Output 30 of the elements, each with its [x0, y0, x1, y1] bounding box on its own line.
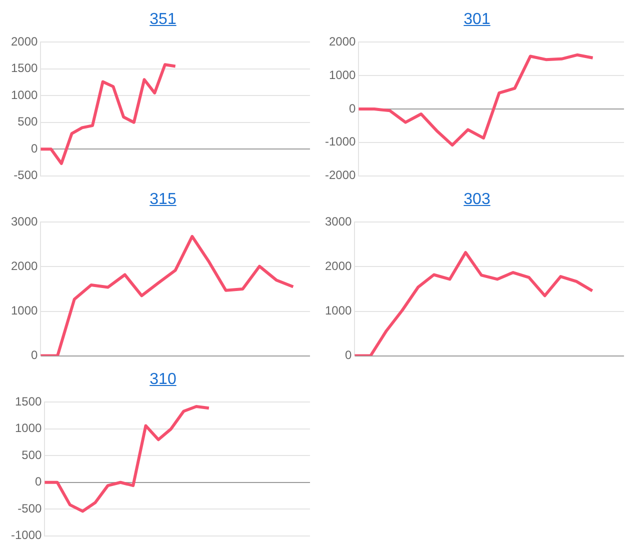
y-tick-label: 0	[31, 141, 38, 156]
chart-title: 310	[148, 370, 178, 390]
y-tick-label: 2000	[10, 259, 38, 274]
y-tick-label: 2000	[328, 34, 356, 49]
chart-title: 301	[462, 10, 492, 30]
chart-title: 303	[462, 190, 492, 210]
y-tick-label: 1000	[10, 88, 38, 102]
y-tick-label: 1500	[14, 394, 42, 409]
y-tick-label: 500	[22, 448, 42, 462]
y-tick-label: 1000	[14, 421, 42, 436]
y-tick-label: 500	[18, 114, 38, 129]
y-tick-label: 3000	[324, 214, 352, 229]
y-tick-label: 1500	[10, 61, 38, 76]
y-tick-label: 0	[35, 474, 42, 489]
y-tick-label: -1000	[10, 528, 42, 542]
y-tick-label: 1000	[328, 68, 356, 82]
y-tick-label: 0	[349, 101, 356, 116]
y-tick-label: 0	[31, 348, 38, 362]
y-tick-label: -1000	[324, 134, 356, 149]
y-tick-label: 1000	[324, 304, 352, 318]
chart-title: 351	[148, 10, 178, 30]
y-tick-label: 0	[345, 348, 352, 362]
y-tick-label: 2000	[10, 34, 38, 49]
chart-title: 315	[148, 190, 178, 210]
y-tick-label: -500	[18, 501, 42, 516]
y-tick-label: 2000	[324, 259, 352, 274]
y-tick-label: 3000	[10, 214, 38, 229]
y-tick-label: -2000	[324, 168, 356, 182]
y-tick-label: -500	[14, 168, 38, 182]
y-tick-label: 1000	[10, 304, 38, 318]
